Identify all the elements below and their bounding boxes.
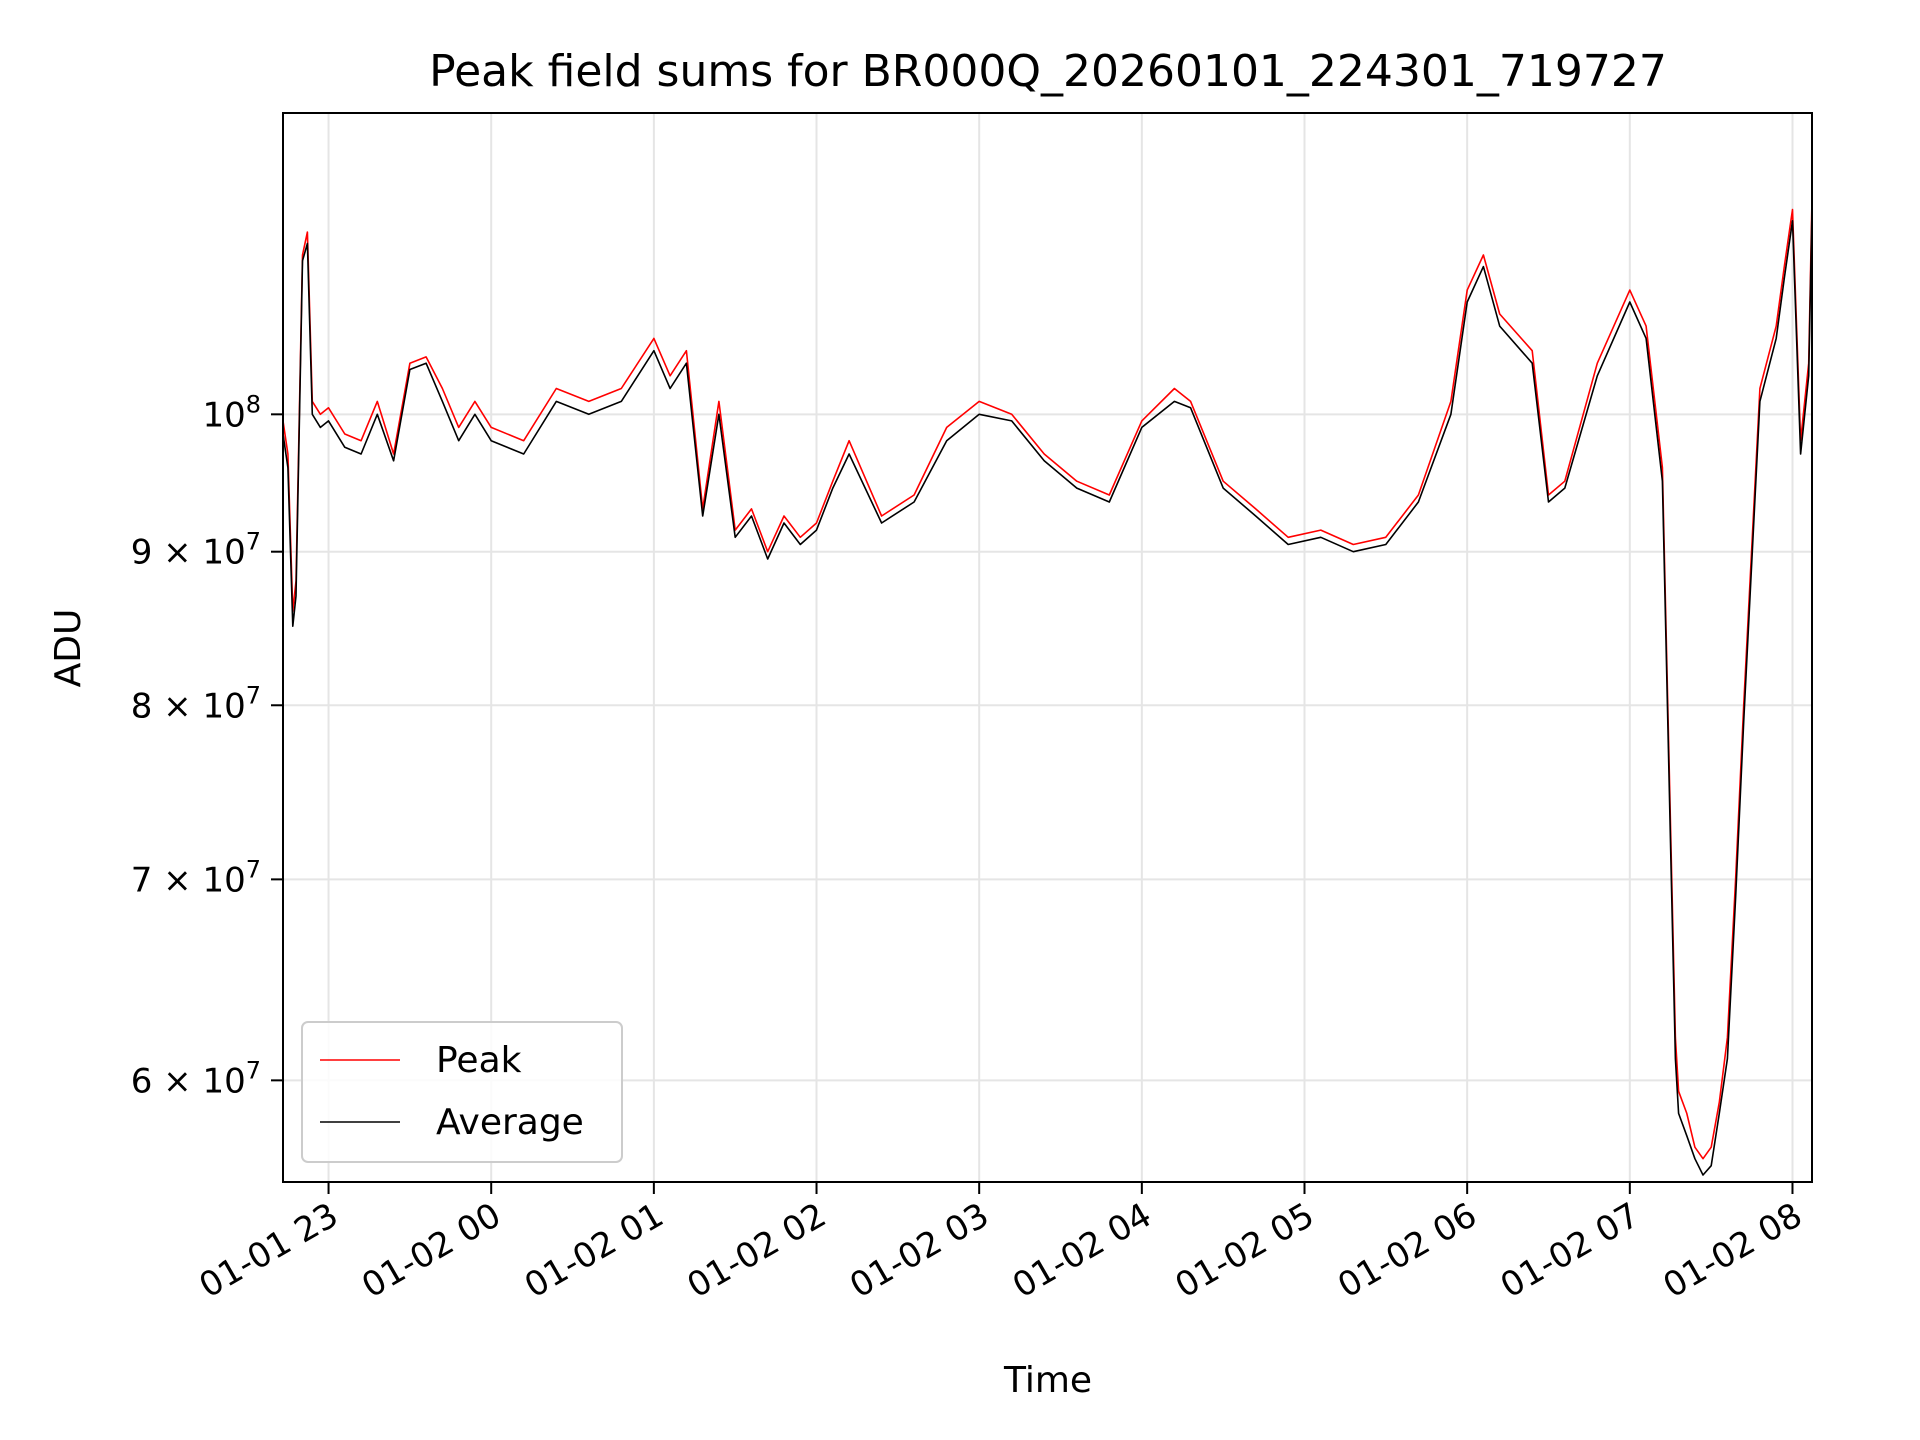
- y-axis-label: ADU: [48, 609, 89, 688]
- chart-title: Peak field sums for BR000Q_20260101_2243…: [429, 46, 1667, 97]
- legend-label-average: Average: [436, 1102, 584, 1143]
- x-axis-label: Time: [1003, 1360, 1092, 1401]
- y-tick-label: 7 × 107: [131, 855, 261, 900]
- series-line-average: [282, 209, 1813, 1176]
- legend-box: [301, 1021, 623, 1163]
- y-tick-label: 6 × 107: [131, 1056, 261, 1101]
- y-tick-label: 9 × 107: [131, 528, 261, 573]
- y-tick-label: 8 × 107: [131, 681, 261, 726]
- plot-frame: [282, 112, 1813, 1183]
- series-line-peak: [282, 198, 1813, 1160]
- legend: Peak Average: [301, 1021, 623, 1163]
- legend-label-peak: Peak: [436, 1040, 522, 1081]
- series-layer: [282, 198, 1813, 1176]
